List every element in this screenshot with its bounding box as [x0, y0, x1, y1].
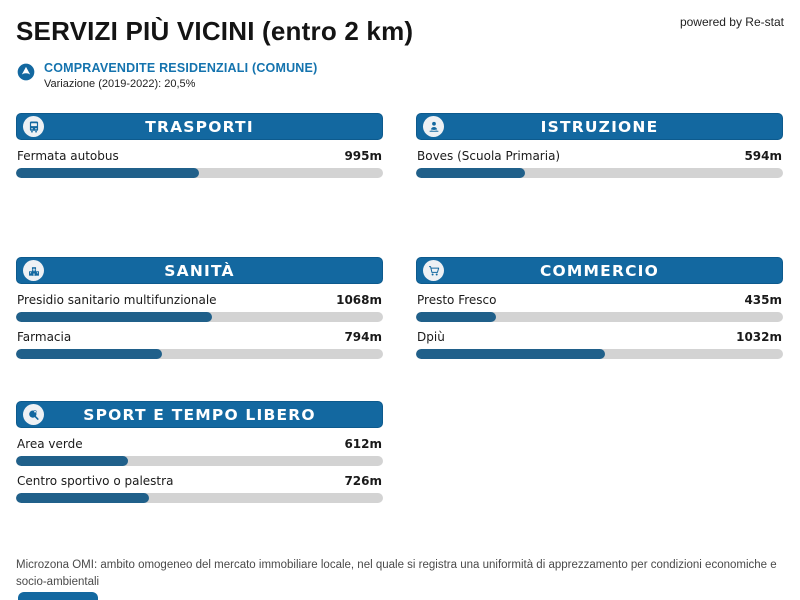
card-commercio: COMMERCIO Presto Fresco 435m Dpiù 1032m — [416, 257, 783, 359]
distance-bar-fill — [16, 349, 162, 359]
distance-bar-track — [16, 168, 383, 178]
distance-bar-track — [16, 456, 383, 466]
hospital-icon — [23, 260, 44, 281]
service-distance: 995m — [344, 149, 382, 163]
card-header-istruzione: ISTRUZIONE — [416, 113, 783, 140]
service-distance: 1068m — [336, 293, 382, 307]
distance-bar-track — [16, 312, 383, 322]
service-label: Presidio sanitario multifunzionale — [17, 293, 217, 307]
microzona-note: Microzona OMI: ambito omogeneo del merca… — [16, 559, 777, 589]
cart-icon — [423, 260, 444, 281]
card-rows: Boves (Scuola Primaria) 594m — [416, 140, 783, 178]
service-distance: 726m — [344, 474, 382, 488]
card-title: SANITÀ — [164, 261, 235, 280]
service-distance: 612m — [344, 437, 382, 451]
cropped-next-card-header — [18, 592, 98, 600]
topbar: SERVIZI PIÙ VICINI (entro 2 km) powered … — [0, 0, 800, 47]
service-distance: 1032m — [736, 330, 782, 344]
card-rows: Fermata autobus 995m — [16, 140, 383, 178]
distance-bar-track — [416, 312, 783, 322]
paddle-icon — [23, 404, 44, 425]
service-row: Centro sportivo o palestra 726m — [16, 472, 383, 503]
cards-grid: TRASPORTI Fermata autobus 995m ISTRUZIONE… — [16, 113, 783, 503]
service-row: Dpiù 1032m — [416, 328, 783, 359]
distance-bar-fill — [416, 349, 606, 359]
service-distance: 594m — [744, 149, 782, 163]
page-title: SERVIZI PIÙ VICINI (entro 2 km) — [16, 16, 414, 46]
bus-icon — [23, 116, 44, 137]
card-header-commercio: COMMERCIO — [416, 257, 783, 284]
service-row: Presto Fresco 435m — [416, 291, 783, 322]
distance-bar-fill — [416, 168, 525, 178]
card-trasporti: TRASPORTI Fermata autobus 995m — [16, 113, 383, 178]
service-label: Boves (Scuola Primaria) — [417, 149, 561, 163]
service-distance: 435m — [744, 293, 782, 307]
distance-bar-track — [16, 349, 383, 359]
service-label: Presto Fresco — [417, 293, 497, 307]
powered-by-label: powered by Re-stat — [679, 15, 784, 29]
card-title: ISTRUZIONE — [540, 117, 659, 136]
distance-bar-fill — [416, 312, 496, 322]
card-rows: Presidio sanitario multifunzionale 1068m F… — [16, 284, 383, 359]
card-title: COMMERCIO — [539, 261, 660, 280]
student-icon — [423, 116, 444, 137]
distance-bar-fill — [16, 312, 212, 322]
summary-subtitle: Variazione (2019-2022): 20,5% — [44, 78, 196, 90]
distance-bar-track — [416, 168, 783, 178]
card-sport: SPORT E TEMPO LIBERO Area verde 612m Centr… — [16, 401, 383, 503]
service-label: Dpiù — [417, 330, 445, 344]
service-distance: 794m — [344, 330, 382, 344]
card-sanita: SANITÀ Presidio sanitario multifunzional… — [16, 257, 383, 359]
service-label: Centro sportivo o palestra — [17, 474, 174, 488]
card-rows: Presto Fresco 435m Dpiù 1032m — [416, 284, 783, 359]
summary-block: COMPRAVENDITE RESIDENZIALI (COMUNE) Vari… — [16, 61, 784, 90]
service-row: Presidio sanitario multifunzionale 1068m — [16, 291, 383, 322]
distance-bar-track — [416, 349, 783, 359]
distance-bar-fill — [16, 493, 150, 503]
card-istruzione: ISTRUZIONE Boves (Scuola Primaria) 594m — [416, 113, 783, 178]
service-label: Farmacia — [17, 330, 72, 344]
trend-up-circle-icon — [16, 62, 36, 82]
service-row: Farmacia 794m — [16, 328, 383, 359]
service-row: Fermata autobus 995m — [16, 147, 383, 178]
service-row: Area verde 612m — [16, 435, 383, 466]
summary-title: COMPRAVENDITE RESIDENZIALI (COMUNE) — [44, 61, 318, 75]
distance-bar-track — [16, 493, 383, 503]
card-header-trasporti: TRASPORTI — [16, 113, 383, 140]
service-row: Boves (Scuola Primaria) 594m — [416, 147, 783, 178]
card-title: SPORT E TEMPO LIBERO — [83, 405, 316, 424]
card-header-sport: SPORT E TEMPO LIBERO — [16, 401, 383, 428]
card-rows: Area verde 612m Centro sportivo o palestra… — [16, 428, 383, 503]
card-title: TRASPORTI — [145, 117, 254, 136]
distance-bar-fill — [16, 168, 199, 178]
distance-bar-fill — [16, 456, 129, 466]
service-label: Fermata autobus — [17, 149, 119, 163]
service-label: Area verde — [17, 437, 83, 451]
card-header-sanita: SANITÀ — [16, 257, 383, 284]
